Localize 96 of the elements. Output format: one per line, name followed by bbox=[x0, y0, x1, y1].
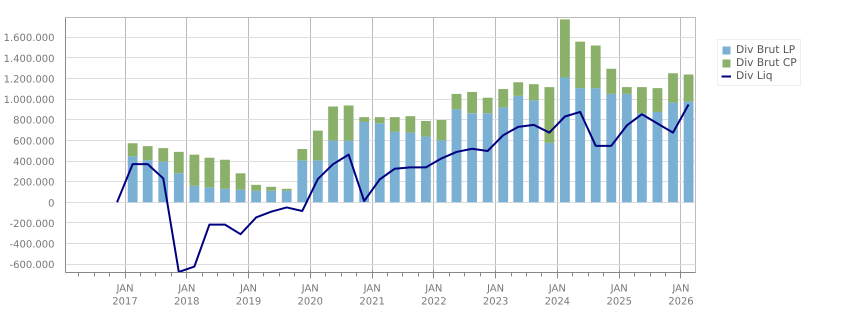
bar bbox=[312, 130, 323, 160]
bar bbox=[513, 96, 524, 202]
y-tick-label: 1.200.000 bbox=[4, 74, 55, 86]
y-tick-label: 600.000 bbox=[13, 136, 55, 148]
bar bbox=[606, 68, 616, 94]
bar bbox=[652, 88, 662, 112]
bar bbox=[328, 140, 338, 202]
x-tick-label: JAN 2024 bbox=[544, 284, 570, 308]
bar bbox=[204, 187, 214, 202]
bar bbox=[189, 154, 200, 186]
bar bbox=[498, 89, 508, 108]
bar bbox=[236, 173, 246, 190]
bar bbox=[328, 106, 338, 141]
x-tick-label: JAN 2022 bbox=[421, 284, 447, 308]
bar bbox=[452, 109, 462, 202]
x-tick-label: JAN 2020 bbox=[298, 284, 323, 308]
bar bbox=[390, 117, 400, 132]
legend-label: Div Liq bbox=[736, 69, 773, 82]
x-tick-label: JAN 2018 bbox=[174, 284, 200, 308]
bar bbox=[668, 73, 678, 103]
bar bbox=[636, 113, 647, 202]
bar bbox=[204, 158, 214, 188]
x-tick-label: JAN 2017 bbox=[112, 284, 138, 308]
bar bbox=[390, 132, 400, 202]
bar bbox=[482, 98, 493, 114]
bar bbox=[498, 107, 508, 202]
bar bbox=[636, 87, 647, 114]
bar bbox=[622, 87, 632, 94]
bar bbox=[220, 160, 230, 189]
bar bbox=[482, 113, 493, 202]
bar bbox=[652, 112, 662, 202]
x-tick-label: JAN 2019 bbox=[236, 284, 262, 308]
bar bbox=[513, 82, 524, 96]
y-tick-label: -200.000 bbox=[10, 218, 55, 230]
bar bbox=[189, 186, 200, 202]
bar bbox=[668, 102, 678, 202]
bar bbox=[128, 143, 138, 156]
bar bbox=[560, 19, 570, 78]
bar bbox=[344, 105, 354, 141]
bar bbox=[174, 152, 184, 174]
y-tick-label: 200.000 bbox=[13, 178, 55, 189]
bar bbox=[575, 42, 586, 88]
bar bbox=[590, 45, 601, 88]
bar bbox=[544, 87, 554, 143]
bar bbox=[128, 156, 138, 202]
bar bbox=[297, 149, 308, 160]
bar bbox=[158, 148, 168, 162]
x-tick-label: JAN 2025 bbox=[606, 284, 632, 308]
bar bbox=[405, 116, 416, 133]
bar bbox=[359, 117, 370, 122]
bar bbox=[374, 123, 385, 202]
bar bbox=[142, 146, 153, 160]
x-tick-label: JAN 2026 bbox=[668, 284, 694, 308]
bar bbox=[359, 122, 370, 202]
bar bbox=[266, 190, 276, 202]
bar bbox=[575, 88, 586, 202]
bar bbox=[142, 160, 153, 202]
y-tick-label: -600.000 bbox=[10, 260, 55, 272]
bar bbox=[622, 94, 632, 202]
bar bbox=[374, 117, 385, 124]
bar bbox=[590, 88, 601, 202]
y-tick-label: -400.000 bbox=[10, 240, 55, 251]
bar bbox=[467, 92, 477, 114]
y-tick-label: 1.400.000 bbox=[4, 54, 55, 65]
bar bbox=[282, 190, 292, 202]
y-tick-label: 1.000.000 bbox=[4, 95, 55, 106]
bar bbox=[344, 140, 354, 202]
bar bbox=[251, 190, 262, 202]
bar bbox=[236, 190, 246, 202]
y-tick-label: 800.000 bbox=[13, 116, 55, 127]
legend-label: Div Brut LP bbox=[736, 43, 796, 56]
bar bbox=[220, 188, 230, 202]
y-tick-label: 0 bbox=[48, 198, 55, 210]
bar bbox=[528, 84, 539, 100]
line-series bbox=[116, 104, 690, 272]
bar bbox=[467, 113, 477, 202]
bar bbox=[251, 184, 262, 191]
bar bbox=[405, 132, 416, 202]
bar bbox=[684, 102, 694, 202]
x-tick-label: JAN 2023 bbox=[482, 284, 508, 308]
bar bbox=[174, 173, 184, 202]
bar bbox=[544, 142, 554, 202]
bar bbox=[421, 136, 431, 202]
bar bbox=[452, 94, 462, 110]
bar bbox=[297, 160, 308, 202]
bar bbox=[421, 120, 431, 136]
bar bbox=[606, 94, 616, 202]
bar bbox=[436, 140, 446, 202]
x-tick-label: JAN 2021 bbox=[359, 284, 385, 308]
bar bbox=[436, 120, 446, 140]
bar bbox=[528, 100, 539, 202]
y-tick-label: 400.000 bbox=[13, 157, 55, 168]
y-tick-label: 1.600.000 bbox=[4, 33, 55, 44]
bar bbox=[684, 74, 694, 102]
legend-label: Div Brut CP bbox=[736, 56, 797, 69]
bar bbox=[560, 77, 570, 202]
